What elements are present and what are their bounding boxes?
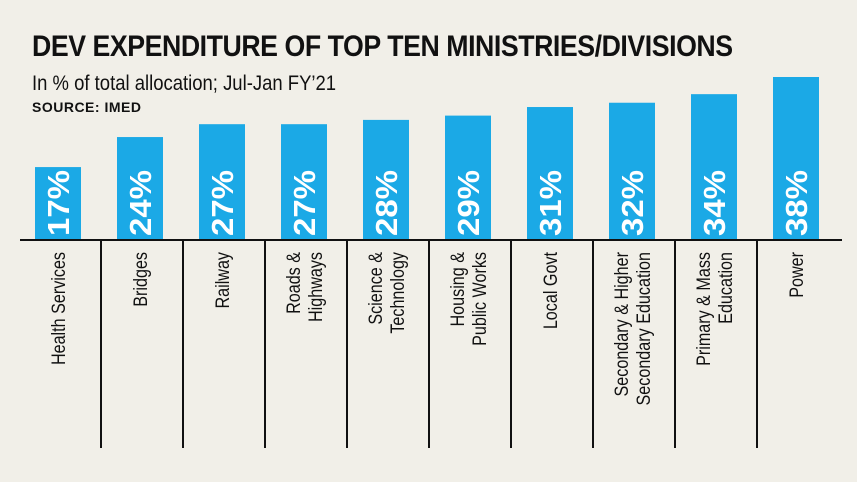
bar-3 xyxy=(199,124,245,240)
chart-subtitle: In % of total allocation; Jul-Jan FY’21 xyxy=(32,72,337,95)
value-label-7: 31% xyxy=(533,170,568,236)
category-label-5-line-2: Technology xyxy=(387,252,409,334)
bar-10 xyxy=(773,77,819,240)
category-label-9-line-1: Primary & Mass xyxy=(693,252,715,366)
category-label-5-line-1: Science & xyxy=(365,252,387,325)
bar-6 xyxy=(445,115,491,240)
chart-title: DEV EXPENDITURE OF TOP TEN MINISTRIES/DI… xyxy=(32,30,733,63)
value-label-1: 17% xyxy=(41,170,76,236)
bar-1 xyxy=(35,167,81,240)
value-label-4: 27% xyxy=(287,170,322,236)
chart-source: SOURCE: IMED xyxy=(32,99,142,115)
category-label-9-line-2: Education xyxy=(715,252,737,324)
category-label-6-line-2: Public Works xyxy=(469,252,491,346)
bar-4 xyxy=(281,124,327,240)
bar-9 xyxy=(691,94,737,240)
category-label-3-line-1: Railway xyxy=(212,252,234,309)
category-label-2-line-1: Bridges xyxy=(130,252,152,307)
value-label-3: 27% xyxy=(205,170,240,236)
value-label-10: 38% xyxy=(779,170,814,236)
category-label-8-line-2: Secondary Education xyxy=(633,252,655,405)
bar-8 xyxy=(609,102,655,240)
value-label-9: 34% xyxy=(697,170,732,236)
category-label-10-line-1: Power xyxy=(786,252,808,298)
bar-2 xyxy=(117,137,163,240)
value-label-8: 32% xyxy=(615,170,650,236)
category-label-4-line-2: Highways xyxy=(305,252,327,322)
category-label-7-line-1: Local Govt xyxy=(540,252,562,329)
category-label-4-line-1: Roads & xyxy=(283,252,305,314)
bar-5 xyxy=(363,119,409,240)
value-label-2: 24% xyxy=(123,170,158,236)
value-label-5: 28% xyxy=(369,170,404,236)
bar-7 xyxy=(527,107,573,241)
category-label-6-line-1: Housing & xyxy=(447,252,469,327)
value-label-6: 29% xyxy=(451,170,486,236)
category-label-1-line-1: Health Services xyxy=(48,252,70,365)
category-label-8-line-1: Secondary & Higher xyxy=(611,252,633,397)
